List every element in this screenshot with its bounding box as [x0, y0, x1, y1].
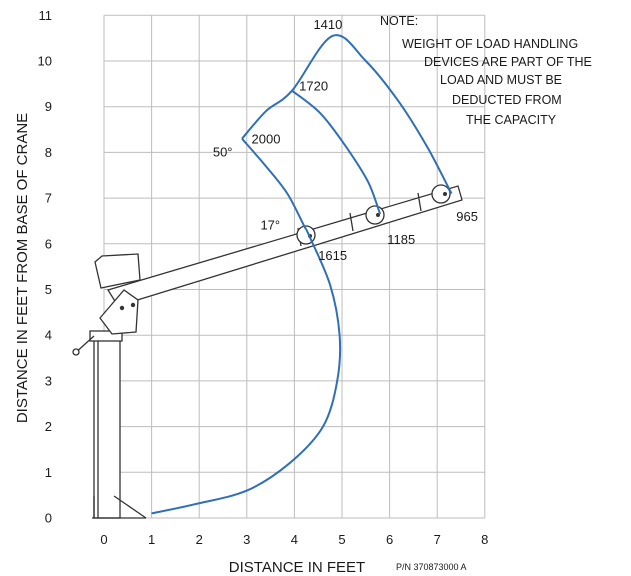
- y-axis-ticks: 0 1 2 3 4 5 6 7 8 9 10 11: [38, 8, 52, 526]
- capacity-labels: 2000 1720 1410 1615 1185 965 50° 17°: [213, 17, 478, 263]
- x-axis-ticks: 0 1 2 3 4 5 6 7 8: [100, 532, 488, 547]
- x-axis-title: DISTANCE IN FEET: [229, 559, 365, 576]
- x-tick-label: 8: [481, 532, 488, 547]
- crane-sheave-extended: [431, 184, 451, 204]
- note-line-2: DEVICES ARE PART OF THE: [424, 55, 592, 69]
- angle-label-0: 50°: [213, 144, 233, 159]
- note-heading: NOTE:: [380, 14, 418, 28]
- y-tick-label: 6: [45, 236, 52, 251]
- crane-pivot-bracket: [99, 289, 139, 335]
- capacity-label-1185: 1185: [387, 232, 415, 247]
- x-tick-label: 2: [196, 532, 203, 547]
- y-tick-label: 3: [45, 373, 52, 388]
- x-tick-label: 7: [434, 532, 441, 547]
- crane-sheave-extended-hub: [443, 192, 447, 196]
- note-line-3: LOAD AND MUST BE: [440, 73, 562, 87]
- crane-handle-knob: [72, 348, 80, 356]
- x-tick-label: 6: [386, 532, 393, 547]
- y-tick-label: 9: [45, 99, 52, 114]
- capacity-curve-1410: [241, 34, 453, 194]
- y-tick-label: 7: [45, 191, 52, 206]
- crane-boom-joint-2: [349, 212, 354, 232]
- part-number: P/N 370873000 A: [396, 562, 467, 572]
- y-tick-label: 2: [45, 419, 52, 434]
- crane-pivot-pin-2: [130, 302, 136, 308]
- chart-grid: [103, 14, 486, 519]
- crane-winch-box: [94, 253, 141, 289]
- capacity-label-965: 965: [456, 209, 478, 224]
- note-line-1: WEIGHT OF LOAD HANDLING: [402, 37, 578, 51]
- x-tick-label: 0: [100, 532, 107, 547]
- crane-boom-joint-3: [417, 192, 422, 212]
- x-tick-label: 3: [243, 532, 250, 547]
- capacity-label-1410: 1410: [313, 17, 342, 32]
- y-tick-label: 11: [39, 8, 53, 23]
- capacity-curve-2000: [151, 138, 342, 515]
- y-tick-label: 5: [45, 282, 52, 297]
- capacity-label-1615: 1615: [318, 248, 347, 263]
- y-axis-title: DISTANCE IN FEET FROM BASE OF CRANE: [14, 113, 31, 423]
- y-tick-label: 10: [38, 54, 52, 69]
- crane-pivot-pin: [119, 305, 125, 311]
- crane-sheave-mid: [365, 205, 385, 225]
- x-tick-label: 1: [148, 532, 155, 547]
- crane-illustration: [72, 184, 463, 519]
- note-line-5: THE CAPACITY: [466, 113, 557, 127]
- y-tick-label: 1: [45, 465, 52, 480]
- x-tick-label: 4: [291, 532, 298, 547]
- y-tick-label: 8: [45, 145, 52, 160]
- y-tick-label: 4: [45, 328, 52, 343]
- capacity-curves: [151, 34, 453, 515]
- crane-base-brace: [113, 495, 147, 519]
- x-tick-label: 5: [338, 532, 345, 547]
- angle-label-1: 17°: [260, 218, 280, 233]
- capacity-label-1720: 1720: [299, 79, 328, 94]
- capacity-label-2000: 2000: [252, 131, 281, 146]
- capacity-note: NOTE: WEIGHT OF LOAD HANDLING DEVICES AR…: [380, 14, 592, 127]
- y-tick-label: 0: [45, 511, 52, 526]
- crane-mast-cap: [89, 330, 123, 342]
- capacity-curve-1720: [291, 89, 382, 215]
- note-line-4: DEDUCTED FROM: [452, 93, 562, 107]
